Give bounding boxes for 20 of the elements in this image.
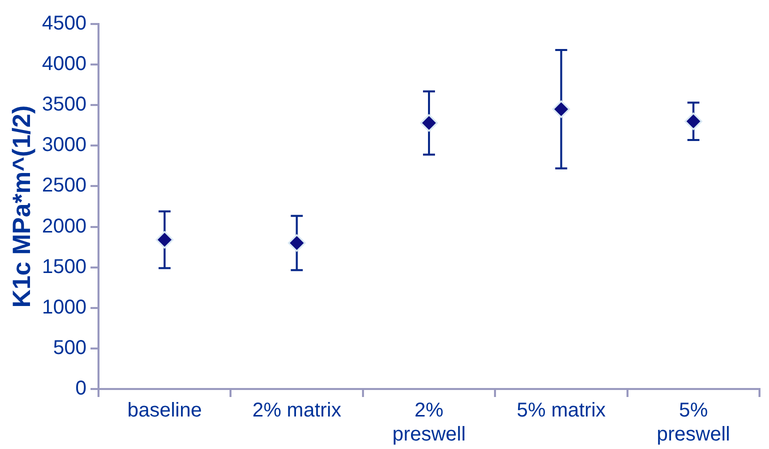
- y-tick-label: 500: [53, 336, 86, 359]
- y-tick-label: 0: [75, 378, 86, 400]
- y-tick-label: 3500: [42, 94, 86, 116]
- y-tick-label: 1500: [42, 256, 86, 278]
- x-tick-label: 5% preswell: [656, 400, 730, 446]
- x-tick-label: 5% matrix: [516, 400, 606, 422]
- y-axis-title: K1c MPa*m^(1/2): [8, 105, 36, 308]
- y-tick-label: 2500: [42, 174, 86, 197]
- y-tick-label: 4000: [42, 53, 86, 76]
- y-tick-label: 4500: [42, 12, 86, 35]
- point: [552, 100, 570, 118]
- x-tick-label: 2% matrix: [252, 400, 342, 422]
- point: [420, 114, 438, 132]
- y-tick-label: 3000: [42, 134, 86, 156]
- y-tick-label: 2000: [42, 215, 86, 238]
- y-tick-label: 1000: [42, 296, 86, 318]
- point: [156, 231, 174, 249]
- point: [684, 112, 702, 130]
- x-tick-label: baseline: [127, 400, 202, 422]
- x-tick-label: 2% preswell: [392, 400, 466, 446]
